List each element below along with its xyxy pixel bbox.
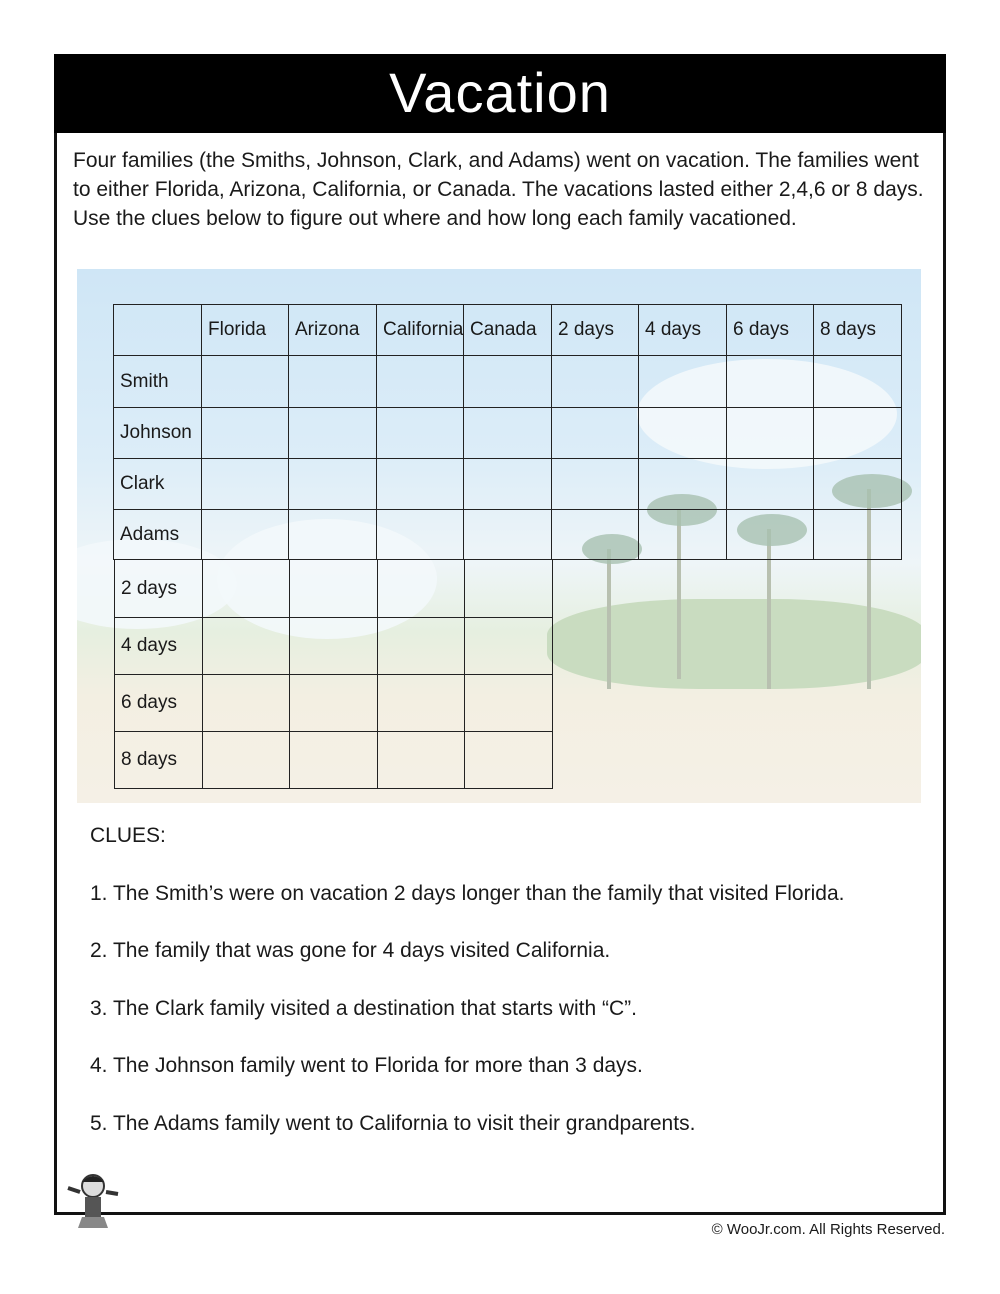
grid-cell[interactable] — [201, 509, 289, 560]
column-header: 4 days — [638, 304, 727, 356]
clue-4: 4. The Johnson family went to Florida fo… — [90, 1054, 643, 1077]
grid-cell[interactable] — [376, 458, 464, 510]
grid-cell[interactable] — [726, 458, 814, 510]
grid-cell[interactable] — [202, 731, 290, 789]
grid-cell[interactable] — [289, 731, 378, 789]
row-header-duration: 4 days — [114, 617, 203, 675]
row-header-duration: 8 days — [114, 731, 203, 789]
grid-cell[interactable] — [289, 674, 378, 732]
cell-label: Canada — [470, 319, 537, 340]
column-header: Canada — [463, 304, 552, 356]
grid-cell[interactable] — [638, 355, 727, 408]
clues-heading: CLUES: — [90, 824, 166, 847]
grid-cell[interactable] — [726, 509, 814, 560]
grid-cell[interactable] — [638, 407, 727, 459]
grid-cell[interactable] — [813, 355, 902, 408]
cell-label: Johnson — [120, 422, 192, 443]
row-header-family: Adams — [113, 509, 202, 560]
grid-cell[interactable] — [638, 509, 727, 560]
grid-cell[interactable] — [813, 458, 902, 510]
grid-cell[interactable] — [463, 458, 552, 510]
title-bar: Vacation — [54, 54, 946, 133]
cell-label: 8 days — [820, 319, 876, 340]
grid-cell[interactable] — [288, 355, 377, 408]
grid-cell[interactable] — [376, 355, 464, 408]
grid-cell[interactable] — [202, 674, 290, 732]
cell-label: Adams — [120, 523, 180, 545]
column-header: 6 days — [726, 304, 814, 356]
grid-cell[interactable] — [288, 407, 377, 459]
column-header: 2 days — [551, 304, 639, 356]
grid-cell[interactable] — [464, 559, 553, 618]
column-header: 8 days — [813, 304, 902, 356]
row-header-duration: 6 days — [114, 674, 203, 732]
cell-label: Florida — [208, 319, 267, 340]
grid-cell[interactable] — [201, 458, 289, 510]
grid-cell[interactable] — [813, 509, 902, 560]
grid-cell[interactable] — [201, 355, 289, 408]
grid-cell[interactable] — [376, 509, 464, 560]
cell-label: 2 days — [121, 577, 177, 599]
grid-cell[interactable] — [202, 617, 290, 675]
clue-1: 1. The Smith’s were on vacation 2 days l… — [90, 882, 845, 905]
column-header: Florida — [201, 304, 289, 356]
cell-label: 6 days — [733, 319, 789, 340]
grid-cell[interactable] — [463, 509, 552, 560]
grid-cell[interactable] — [377, 731, 465, 789]
grid-cell[interactable] — [377, 674, 465, 732]
copyright-notice: © WooJr.com. All Rights Reserved. — [711, 1221, 945, 1238]
grid-cell[interactable] — [464, 731, 553, 789]
grid-cell[interactable] — [551, 407, 639, 459]
row-header-duration: 2 days — [114, 559, 203, 618]
page-title: Vacation — [389, 61, 611, 124]
corner-cell — [113, 304, 202, 356]
cell-label: Clark — [120, 473, 165, 494]
cell-label: 4 days — [121, 635, 177, 656]
grid-cell[interactable] — [463, 407, 552, 459]
cell-label: 2 days — [558, 319, 614, 340]
girl-mascot-icon — [67, 1174, 119, 1228]
grid-cell[interactable] — [289, 617, 378, 675]
grid-cell[interactable] — [726, 355, 814, 408]
grid-cell[interactable] — [463, 355, 552, 408]
cell-label: 6 days — [121, 692, 177, 713]
column-header: California — [376, 304, 464, 356]
row-header-family: Johnson — [113, 407, 202, 459]
grid-cell[interactable] — [551, 458, 639, 510]
grid-cell[interactable] — [288, 458, 377, 510]
intro-text: Four families (the Smiths, Johnson, Clar… — [73, 149, 924, 230]
column-header: Arizona — [288, 304, 377, 356]
cell-label: 4 days — [645, 319, 701, 340]
grid-cell[interactable] — [289, 559, 378, 618]
grid-cell[interactable] — [551, 355, 639, 408]
grid-cell[interactable] — [288, 509, 377, 560]
beach-background-image — [77, 269, 921, 803]
row-header-family: Clark — [113, 458, 202, 510]
grid-cell[interactable] — [638, 458, 727, 510]
grid-cell[interactable] — [464, 674, 553, 732]
grid-cell[interactable] — [201, 407, 289, 459]
grid-cell[interactable] — [813, 407, 902, 459]
grid-cell[interactable] — [377, 559, 465, 618]
cell-label: California — [383, 319, 464, 340]
row-header-family: Smith — [113, 355, 202, 408]
clue-5: 5. The Adams family went to California t… — [90, 1112, 696, 1135]
cell-label: Arizona — [295, 319, 360, 340]
cell-label: 8 days — [121, 749, 177, 770]
grid-cell[interactable] — [377, 617, 465, 675]
clue-2: 2. The family that was gone for 4 days v… — [90, 939, 611, 962]
grid-cell[interactable] — [726, 407, 814, 459]
cell-label: Smith — [120, 370, 169, 392]
grid-cell[interactable] — [202, 559, 290, 618]
grid-cell[interactable] — [376, 407, 464, 459]
grid-cell[interactable] — [464, 617, 553, 675]
clue-3: 3. The Clark family visited a destinatio… — [90, 997, 637, 1020]
grid-cell[interactable] — [551, 509, 639, 560]
